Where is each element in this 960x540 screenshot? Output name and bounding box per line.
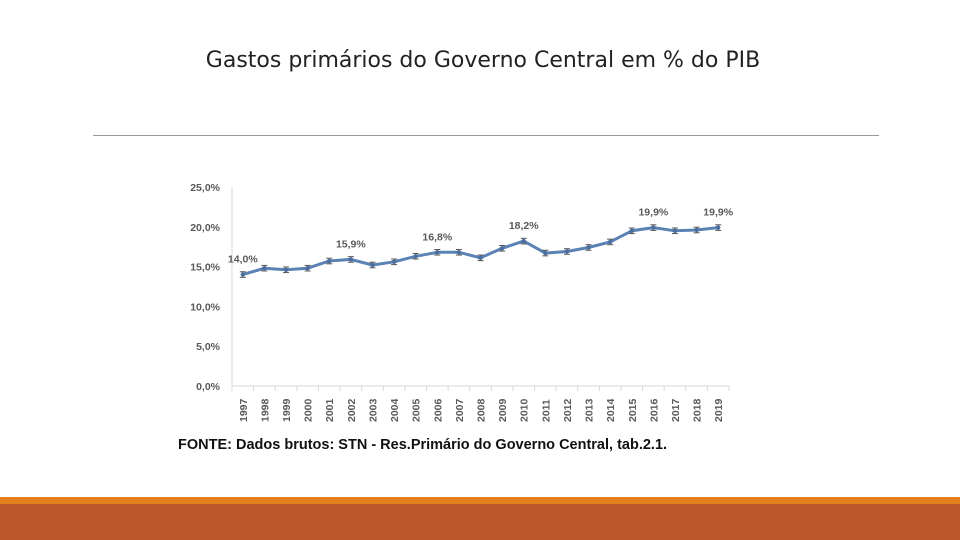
data-point (499, 246, 505, 251)
source-note: FONTE: Dados brutos: STN - Res.Primário … (178, 437, 668, 453)
data-point (435, 250, 440, 255)
data-label: 15,9% (336, 238, 366, 250)
data-point (651, 225, 656, 230)
x-tick-label: 2016 (648, 398, 660, 422)
data-point (607, 239, 613, 245)
x-tick-label: 2004 (389, 398, 401, 422)
data-point (543, 250, 548, 256)
series-line (241, 226, 720, 277)
data-label: 18,2% (509, 220, 539, 232)
y-tick-label: 10,0% (190, 301, 220, 313)
x-tick-label: 1997 (238, 398, 250, 422)
x-tick-label: 2017 (670, 398, 682, 422)
x-tick-label: 2012 (562, 398, 574, 422)
x-tick-label: 2018 (692, 398, 704, 422)
data-point (586, 245, 591, 250)
data-point (456, 250, 462, 255)
x-tick-label: 2003 (367, 398, 379, 422)
data-point (478, 255, 483, 261)
x-tick-label: 1999 (281, 398, 293, 422)
x-tick-label: 2011 (540, 399, 552, 422)
data-point (564, 249, 570, 254)
x-tick-label: 2006 (432, 398, 444, 422)
footer-stripe (0, 497, 960, 504)
x-tick-label: 2009 (497, 398, 509, 422)
data-point (391, 259, 397, 265)
data-point (348, 257, 354, 262)
x-tick-label: 2001 (324, 398, 336, 422)
x-tick-label: 1998 (259, 398, 271, 422)
data-point (327, 258, 332, 264)
data-label: 16,8% (422, 231, 452, 243)
data-point (283, 267, 289, 272)
y-tick-label: 20,0% (190, 222, 220, 234)
data-point (694, 227, 699, 233)
x-tick-label: 2002 (346, 398, 358, 422)
data-point (240, 272, 246, 277)
x-tick-label: 2013 (584, 398, 596, 422)
data-label: 14,0% (228, 254, 258, 266)
x-tick-label: 2000 (303, 398, 315, 422)
data-label: 19,9% (703, 207, 733, 219)
x-tick-label: 2007 (454, 398, 466, 422)
x-tick-label: 2005 (411, 398, 423, 422)
data-label: 19,9% (638, 207, 668, 219)
data-point (715, 225, 721, 230)
x-tick-label: 2014 (605, 398, 617, 422)
y-tick-label: 15,0% (190, 262, 220, 274)
chart-panel: 0,0% 5,0% 10,0% 15,0% 20,0% 25,0% 1997 1998 1999… (176, 170, 734, 432)
data-point (629, 228, 634, 233)
x-tick-label: 2019 (713, 398, 725, 422)
x-tick-label: 2008 (476, 398, 488, 422)
footer-band (0, 504, 960, 540)
y-tick-label: 25,0% (190, 182, 220, 194)
data-point (413, 254, 418, 259)
y-tick-label: 0,0% (196, 381, 221, 393)
y-tick-label: 5,0% (196, 341, 221, 353)
data-point (262, 265, 267, 271)
data-point (370, 262, 375, 268)
data-point (305, 265, 310, 271)
x-tick-label: 2015 (627, 398, 639, 422)
title-divider (93, 135, 879, 136)
slide-title: Gastos primários do Governo Central em %… (205, 48, 761, 73)
line-chart: 0,0% 5,0% 10,0% 15,0% 20,0% 25,0% 1997 1998 1999… (190, 182, 734, 422)
data-point (521, 238, 526, 244)
data-point (672, 228, 678, 233)
x-tick-label: 2010 (519, 398, 531, 422)
